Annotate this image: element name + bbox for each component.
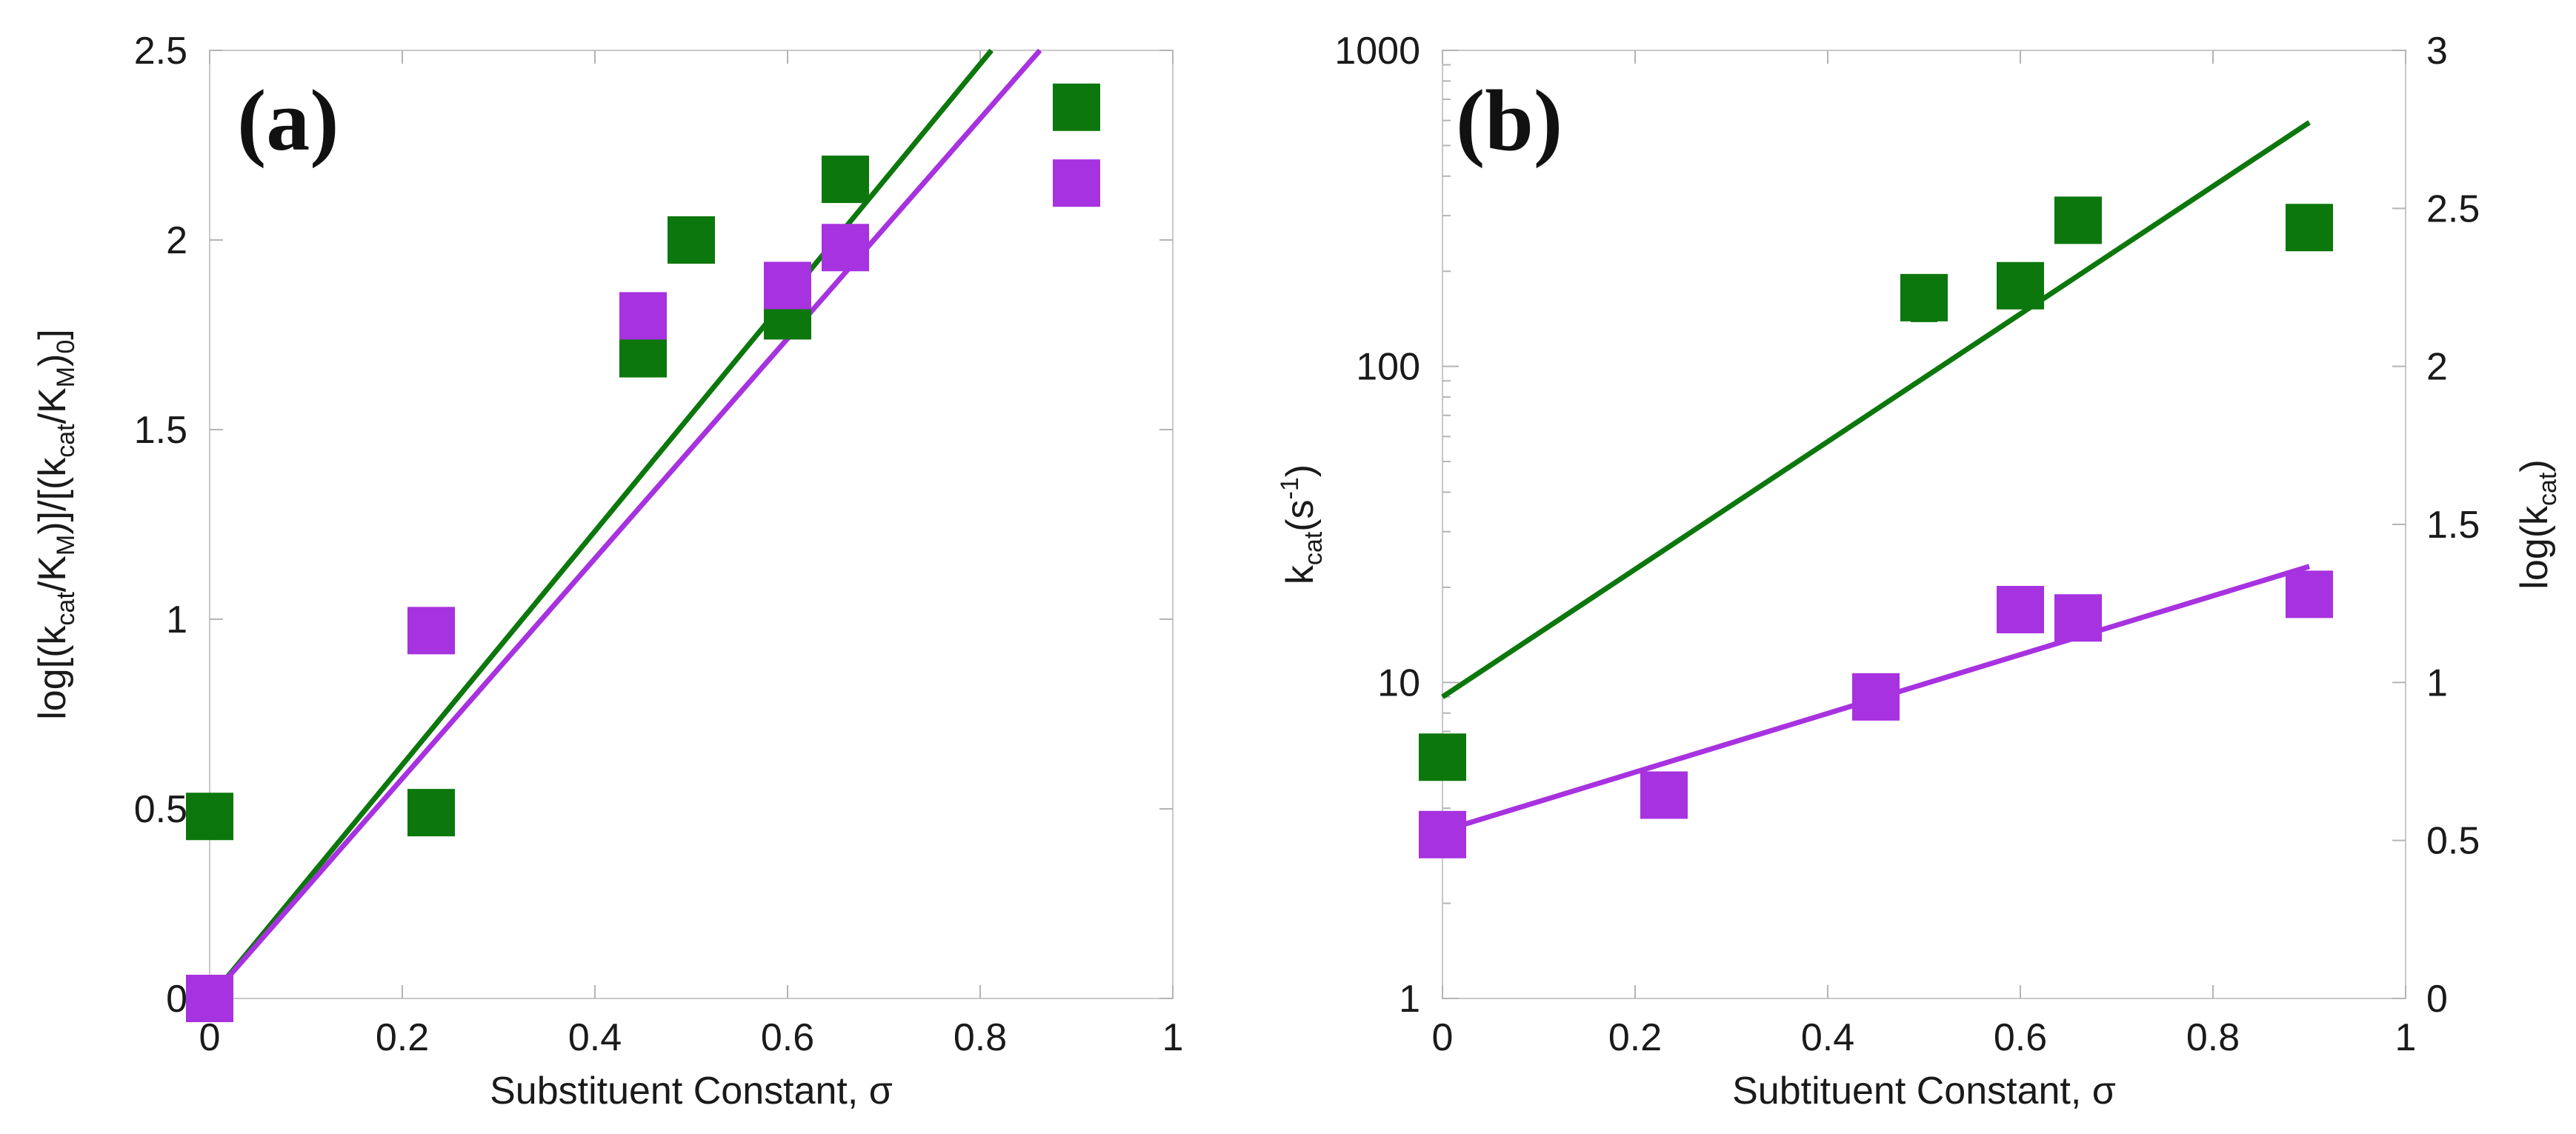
right-y-tick-labels-b: 0 0.5 1 1.5 2 2.5 3 [2426,30,2480,1021]
y-tick-label-a: 2.5 [134,30,187,73]
data-point-green [407,789,455,837]
y-label-a-sub: 0 [52,340,80,354]
y-label-b-part: (s [1279,499,1322,531]
y-label-a-part: )]/[(k [31,457,74,535]
data-point-green [186,793,233,841]
x-tick-label-a: 0.8 [953,1016,1007,1059]
x-tick-label-a: 0.2 [376,1016,429,1059]
data-point-purple [407,607,455,655]
x-tick-label-b: 0.2 [1608,1016,1662,1059]
y-label-a-part: /K [31,387,74,424]
data-point-green [1997,261,2044,310]
x-tick-label-b: 0.6 [1994,1016,2047,1059]
right-y-tick-label-b: 3 [2426,30,2448,73]
x-tick-label-a: 0.6 [761,1016,814,1059]
right-y-tick-label-b: 0.5 [2426,820,2480,863]
panel-b: 1 10 100 1000 0 0.5 1 1.5 2 2.5 3 0 0.2 0.4 0.6 0.8 1 … [1276,30,2562,1113]
plot-area-a [209,50,1174,999]
y-label-b-part: ) [1279,464,1322,477]
x-tick-labels-b: 0 0.2 0.4 0.6 0.8 1 [1432,1016,2417,1059]
y-label-a-sub: cat [52,592,80,626]
y-tick-label-a: 2 [166,219,187,262]
fit-lines-a [207,48,1042,1001]
x-tick-label-b: 0.4 [1801,1016,1854,1059]
y-label-a-sub: M [52,535,80,556]
data-point-purple [1852,673,1900,721]
x-tick-label-b: 1 [2395,1016,2417,1059]
y-label-b-sub: cat [1299,531,1328,565]
data-point-purple [1640,771,1688,819]
right-y-tick-label-b: 0 [2426,978,2448,1021]
data-point-green [1053,83,1100,131]
data-point-purple [1053,159,1100,207]
y-tick-label-b: 100 [1356,346,1420,389]
y-label-a-part: log[(k [31,625,74,720]
y-label-a-part: ) [31,354,74,367]
data-point-purple [2054,594,2102,642]
y-axis-label-b-right: log(kcat) [2513,459,2562,589]
y-label-b-right-part: ) [2513,459,2556,472]
y-label-a-sub: M [52,367,80,387]
tick-marks-a [209,50,1174,999]
y-tick-label-a: 1 [166,598,187,641]
y-tick-label-a: 0 [166,978,187,1021]
y-tick-labels-a: 0 0.5 1 1.5 2 2.5 [134,30,187,1021]
data-point-purple [619,292,667,340]
y-tick-labels-b: 1 10 100 1000 [1334,30,1420,1021]
data-point-green [668,216,715,264]
panel-a: 0 0.5 1 1.5 2 2.5 0 0.2 0.4 0.6 0.8 1 (a) Substitu… [31,30,1183,1113]
x-tick-label-a: 1 [1162,1016,1184,1059]
tick-marks-b [1442,50,2406,999]
y-tick-label-b: 10 [1377,661,1420,704]
right-y-tick-label-b: 2.5 [2426,187,2480,230]
y-label-a-part: /K [31,556,74,592]
fit-lines-b [1441,120,2311,834]
x-axis-label-b: Subtituent Constant, σ [1732,1070,2116,1113]
data-point-green [2054,196,2102,244]
data-point-green [2286,204,2333,252]
y-axis-label-b-left: kcat(s-1) [1276,464,1328,584]
panel-label-a: (a) [237,72,339,169]
right-y-tick-label-b: 1 [2426,661,2448,704]
data-point-green [1419,733,1466,781]
x-tick-label-a: 0.4 [568,1016,622,1059]
fit-line-green [207,48,994,1001]
fit-line-purple [207,48,1042,1001]
data-points-a [186,83,1100,1022]
x-axis-label-a: Substituent Constant, σ [490,1070,893,1113]
data-point-purple [764,261,811,310]
data-point-purple [1997,586,2044,634]
right-y-tick-label-b: 1.5 [2426,504,2480,547]
data-point-purple [2286,570,2333,618]
y-label-a-sub: cat [52,424,80,458]
data-point-green [1900,273,1948,321]
y-tick-label-a: 0.5 [134,788,187,831]
data-point-purple [822,224,869,272]
y-tick-label-a: 1.5 [134,409,187,452]
right-y-tick-label-b: 2 [2426,346,2448,389]
x-tick-labels-a: 0 0.2 0.4 0.6 0.8 1 [199,1016,1184,1059]
x-tick-label-b: 0 [1432,1016,1454,1059]
data-point-purple [1419,810,1466,858]
plot-area-b [1442,50,2406,999]
y-label-b-sup: -1 [1276,477,1304,499]
y-axis-label-a: log[(kcat/KM)]/[(kcat/KM)0] [31,329,80,720]
x-tick-label-b: 0.8 [2186,1016,2240,1059]
y-tick-label-b: 1000 [1334,30,1420,73]
y-label-b-right-part: log(k [2513,505,2556,590]
data-point-green [822,156,869,204]
y-label-a-part: ] [31,329,74,339]
data-point-purple [186,975,233,1022]
x-tick-label-a: 0 [199,1016,221,1059]
y-label-b-right-sub: cat [2534,472,2562,506]
panel-label-b: (b) [1456,72,1562,169]
y-tick-label-b: 1 [1399,978,1420,1021]
data-points-b [1419,196,2333,858]
y-label-b-part: k [1279,564,1322,584]
fit-line-green [1441,120,2311,699]
